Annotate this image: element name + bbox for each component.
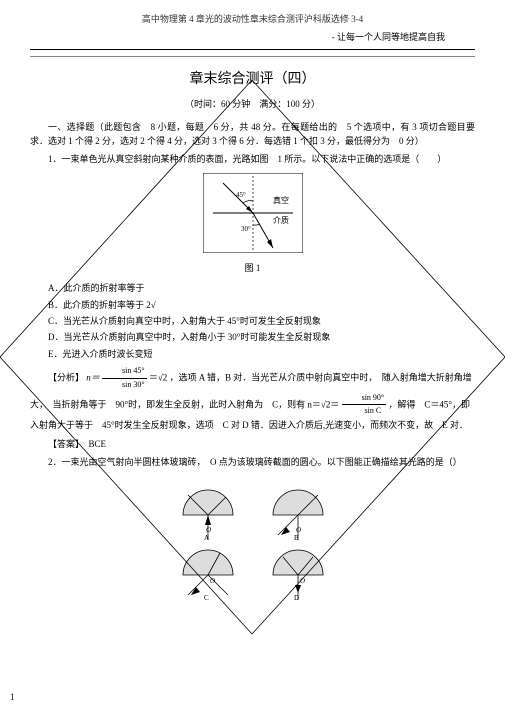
svg-text:O: O <box>206 526 211 534</box>
timing-full: 100 分） <box>286 99 320 109</box>
analysis-label: 【分析】 <box>48 372 84 382</box>
answer-1: 【答案】 BCE <box>30 437 475 451</box>
top-header: 高中物理第 4 章光的波动性章末综合测评沪科版选修 3-4 <box>30 0 475 26</box>
svg-text:O: O <box>210 577 215 585</box>
figure-2: O A O B O C <box>30 475 475 611</box>
timing-left: （时间： <box>185 99 221 109</box>
choice-d: D．当光芒从介质射向真空中时，入射角小于 30°时可能发生全反射现象 <box>48 330 475 344</box>
page-number: 1 <box>10 690 15 704</box>
question-1: 1．一束单色光从真空斜射向某种介质的表面，光路如图 1 所示。以下说法中正确的选… <box>30 152 475 166</box>
angle-30: 30° <box>241 225 251 233</box>
figure-1: 45° 30° 真空 介质 图 1 <box>30 173 475 275</box>
medium-label: 介质 <box>273 215 289 225</box>
svg-text:A: A <box>204 534 209 542</box>
frac2-num: sin 90° <box>342 392 387 406</box>
frac1-den: sin 30° <box>102 379 147 392</box>
answer-value: BCE <box>89 439 107 449</box>
timing-sep: 满分： <box>250 99 286 109</box>
figure-1-caption: 图 1 <box>30 261 475 275</box>
choice-b: B．此介质的折射率等于 2√ <box>48 298 475 312</box>
question-2: 2．一束光由空气射向半圆柱体玻璃砖， O 点为该玻璃砖截面的圆心。以下图能正确描… <box>30 455 475 469</box>
svg-text:O: O <box>300 577 305 585</box>
section-intro: 一、选择题（此题包含 8 小题，每题 6 分，共 48 分。在每题给出的 5 个… <box>30 120 475 149</box>
sqrt2-val: 2 <box>326 399 331 409</box>
sqrt2-val: 2 <box>163 372 168 382</box>
svg-text:C: C <box>204 594 209 602</box>
analysis-n: n＝ <box>86 372 100 382</box>
timing-line: （时间：60 分钟 满分：100 分） <box>30 97 475 111</box>
svg-text:O: O <box>296 526 301 534</box>
analysis-1: 【分析】 n＝ sin 45° sin 30° ＝√2 ，选项 A 错，B 对．… <box>30 365 475 433</box>
vacuum-label: 真空 <box>273 195 289 205</box>
angle-45: 45° <box>236 191 246 199</box>
sqrt-icon: √ <box>151 300 156 310</box>
sub-header: - 让每一个人同等地提高自我 <box>30 26 475 49</box>
choice-a: A．此介质的折射率等于 <box>48 281 475 295</box>
svg-text:B: B <box>294 534 299 542</box>
header-line <box>30 56 475 57</box>
choice-b-text: B．此介质的折射率等于 2 <box>48 300 151 310</box>
chapter-title: 章末综合测评（四） <box>30 69 475 91</box>
choice-e: E．光进入介质时波长变短 <box>48 347 475 361</box>
frac2-den: sin C <box>342 405 387 418</box>
choice-c: C．当光芒从介质射向真空中时，入射角大于 45°时可发生全反射现象 <box>48 314 475 328</box>
svg-text:D: D <box>294 594 299 602</box>
frac1-num: sin 45° <box>102 365 147 379</box>
timing-min: 60 分钟 <box>221 99 250 109</box>
answer-label: 【答案】 <box>48 439 80 449</box>
